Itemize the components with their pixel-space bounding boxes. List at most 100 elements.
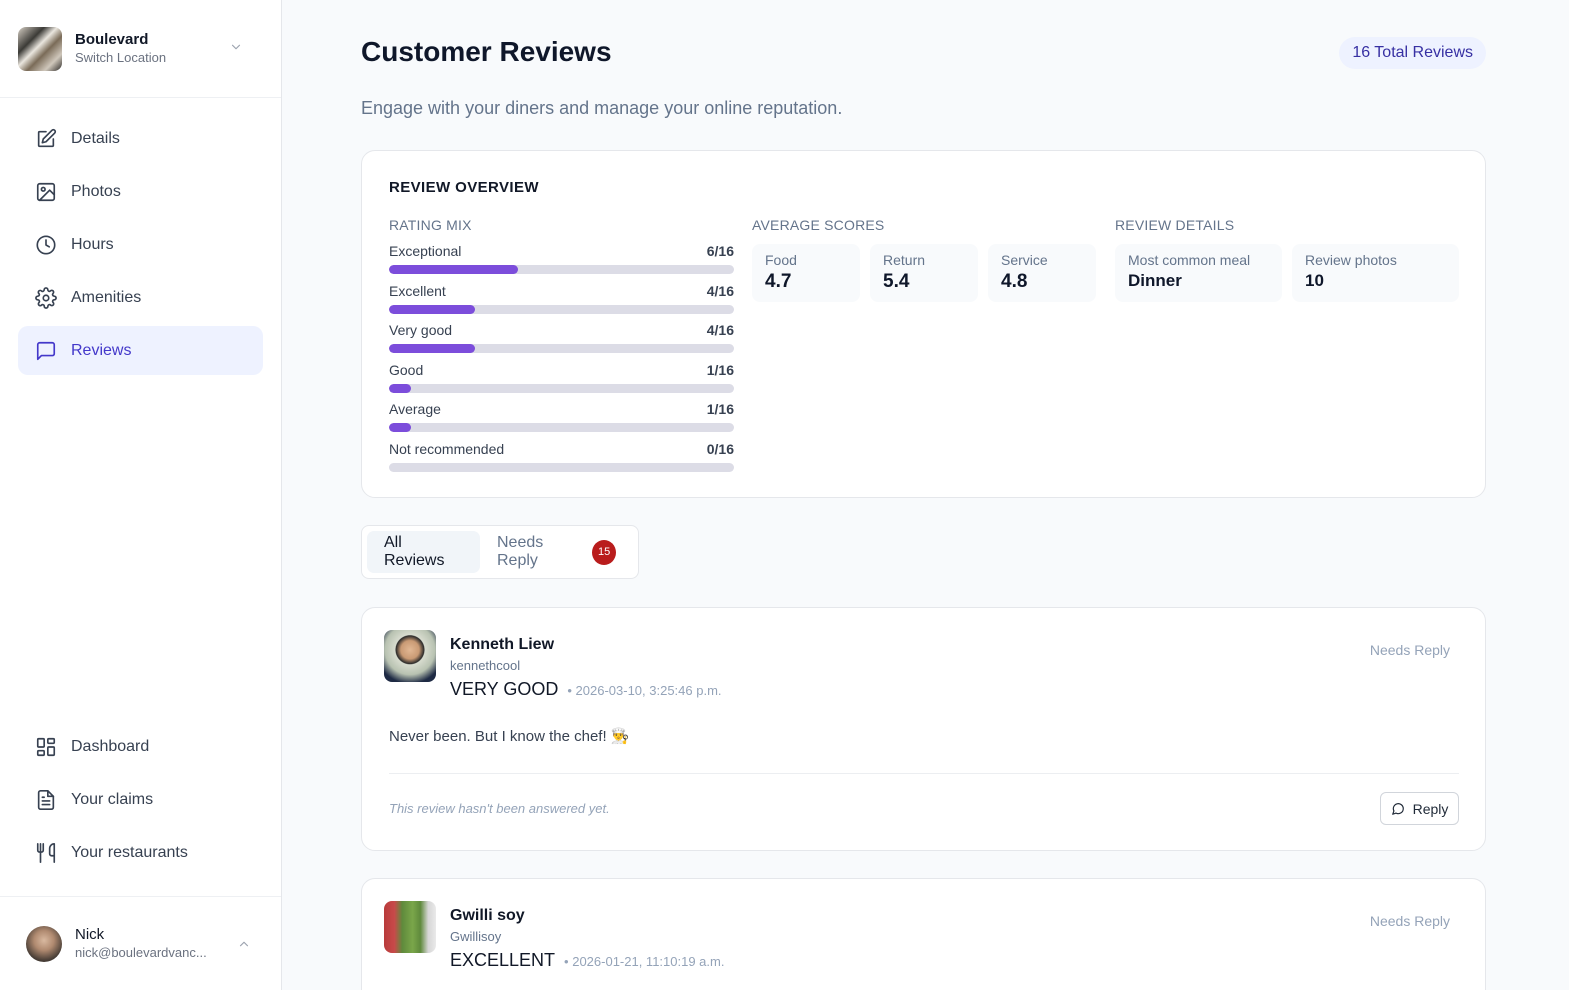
sidebar-item-restaurants[interactable]: Your restaurants bbox=[18, 828, 263, 877]
review-date: • 2026-03-10, 3:25:46 p.m. bbox=[567, 683, 722, 698]
rating-bar-fill bbox=[389, 265, 519, 274]
location-avatar bbox=[18, 26, 62, 71]
reviewer-name: Kenneth Liew bbox=[450, 636, 555, 653]
overview-title: REVIEW OVERVIEW bbox=[389, 179, 539, 196]
divider bbox=[389, 773, 1459, 774]
reply-label: Reply bbox=[1412, 800, 1449, 817]
review-rating: VERY GOOD bbox=[450, 679, 559, 699]
rating-count: 6/16 bbox=[706, 243, 734, 259]
gear-icon bbox=[35, 286, 57, 309]
rating-mix: Exceptional 6/16 Excellent 4/16 Very good 4… bbox=[389, 243, 734, 481]
sidebar-item-amenities[interactable]: Amenities bbox=[18, 273, 263, 322]
rating-bar bbox=[389, 304, 734, 314]
switch-location-label: Switch Location bbox=[75, 50, 167, 65]
rating-row: Not recommended 0/16 bbox=[389, 441, 734, 481]
sidebar-nav: Details Photos Hours Amenities Reviews bbox=[18, 114, 263, 379]
tab-needs-reply[interactable]: Needs Reply 15 bbox=[480, 531, 633, 573]
page-subtitle: Engage with your diners and manage your … bbox=[361, 98, 843, 118]
message-square-icon bbox=[35, 340, 57, 362]
reviewer-handle: Gwillisoy bbox=[450, 929, 502, 944]
rating-bar bbox=[389, 423, 734, 433]
sidebar: Boulevard Switch Location Details Photos… bbox=[0, 0, 282, 990]
chevron-up-icon bbox=[239, 941, 249, 947]
average-scores: Food 4.7 Return 5.4 Service 4.8 bbox=[752, 244, 1096, 302]
sidebar-item-label: Photos bbox=[71, 182, 121, 200]
user-menu[interactable]: Nick nick@boulevardvanc... bbox=[0, 896, 281, 990]
sidebar-item-label: Your restaurants bbox=[71, 843, 188, 861]
rating-row: Average 1/16 bbox=[389, 401, 734, 441]
review-details-label: REVIEW DETAILS bbox=[1115, 217, 1235, 233]
review-card: Gwilli soy Gwillisoy EXCELLENT • 2026-01… bbox=[361, 878, 1486, 990]
rating-label: Very good bbox=[389, 322, 453, 339]
rating-row: Very good 4/16 bbox=[389, 322, 734, 362]
rating-row: Excellent 4/16 bbox=[389, 283, 734, 323]
sidebar-item-details[interactable]: Details bbox=[18, 114, 263, 163]
location-name: Boulevard bbox=[75, 31, 149, 48]
rating-count: 4/16 bbox=[706, 282, 734, 299]
reply-button[interactable]: Reply bbox=[1380, 792, 1459, 825]
page-title: Customer Reviews bbox=[361, 36, 612, 67]
image-icon bbox=[35, 181, 57, 203]
review-status: Needs Reply bbox=[1369, 913, 1450, 929]
unanswered-note: This review hasn't been answered yet. bbox=[389, 801, 610, 816]
user-name: Nick bbox=[75, 926, 105, 943]
score-value: 4.7 bbox=[765, 271, 792, 292]
sidebar-item-label: Your claims bbox=[71, 790, 154, 808]
rating-mix-label: RATING MIX bbox=[389, 217, 472, 233]
rating-bar bbox=[389, 462, 734, 472]
document-icon bbox=[35, 789, 57, 811]
rating-bar bbox=[389, 265, 734, 274]
rating-row: Good 1/16 bbox=[389, 362, 734, 402]
sidebar-nav-secondary: Dashboard Your claims Your restaurants bbox=[18, 722, 263, 881]
rating-bar-fill bbox=[389, 344, 476, 354]
sidebar-item-label: Hours bbox=[71, 235, 114, 253]
user-avatar bbox=[26, 925, 62, 962]
score-label: Return bbox=[883, 252, 926, 268]
rating-bar-fill bbox=[389, 423, 411, 433]
clock-icon bbox=[35, 234, 57, 256]
sidebar-item-label: Details bbox=[71, 129, 120, 147]
rating-bar bbox=[389, 383, 734, 393]
user-email: nick@boulevardvanc... bbox=[75, 945, 207, 960]
sidebar-item-hours[interactable]: Hours bbox=[18, 220, 263, 269]
rating-bar bbox=[389, 344, 734, 354]
utensils-icon bbox=[35, 842, 57, 864]
score-card-return: Return 5.4 bbox=[870, 244, 978, 302]
tab-all-reviews[interactable]: All Reviews bbox=[367, 531, 480, 573]
rating-label: Excellent bbox=[389, 282, 446, 299]
review-card: Kenneth Liew kennethcool VERY GOOD • 202… bbox=[361, 607, 1486, 851]
edit-icon bbox=[35, 128, 57, 150]
sidebar-item-label: Reviews bbox=[71, 341, 132, 359]
detail-card-meal: Most common meal Dinner bbox=[1115, 244, 1282, 302]
average-scores-label: AVERAGE SCORES bbox=[752, 217, 885, 233]
chevron-down-icon bbox=[231, 44, 241, 50]
rating-label: Good bbox=[389, 361, 424, 378]
rating-count: 4/16 bbox=[706, 322, 734, 339]
sidebar-item-claims[interactable]: Your claims bbox=[18, 775, 263, 824]
sidebar-item-reviews[interactable]: Reviews bbox=[18, 326, 263, 375]
needs-reply-count-badge: 15 bbox=[592, 539, 616, 565]
review-details: Most common meal Dinner Review photos 10 bbox=[1115, 244, 1459, 302]
reviewer-avatar bbox=[384, 901, 436, 953]
sidebar-item-dashboard[interactable]: Dashboard bbox=[18, 722, 263, 771]
reviewer-avatar bbox=[384, 630, 436, 682]
detail-value: Dinner bbox=[1128, 271, 1182, 290]
rating-label: Not recommended bbox=[389, 440, 505, 457]
detail-card-photos: Review photos 10 bbox=[1292, 244, 1459, 302]
review-text: Never been. But I know the chef! 👨‍🍳 bbox=[389, 728, 630, 745]
rating-bar-fill bbox=[389, 383, 411, 393]
review-status: Needs Reply bbox=[1369, 642, 1450, 658]
rating-row: Exceptional 6/16 bbox=[389, 243, 734, 283]
sidebar-item-photos[interactable]: Photos bbox=[18, 167, 263, 216]
detail-label: Most common meal bbox=[1128, 252, 1251, 268]
rating-count: 1/16 bbox=[706, 401, 734, 418]
rating-label: Exceptional bbox=[389, 243, 462, 259]
score-label: Service bbox=[1001, 252, 1048, 268]
dashboard-icon bbox=[35, 736, 57, 758]
detail-label: Review photos bbox=[1305, 252, 1397, 268]
location-switcher[interactable]: Boulevard Switch Location bbox=[0, 0, 281, 98]
review-filter-tabs: All Reviews Needs Reply 15 bbox=[361, 525, 639, 579]
total-reviews-badge: 16 Total Reviews bbox=[1339, 37, 1486, 69]
sidebar-item-label: Dashboard bbox=[71, 737, 150, 755]
review-overview-card: REVIEW OVERVIEW RATING MIX Exceptional 6/… bbox=[361, 150, 1486, 498]
